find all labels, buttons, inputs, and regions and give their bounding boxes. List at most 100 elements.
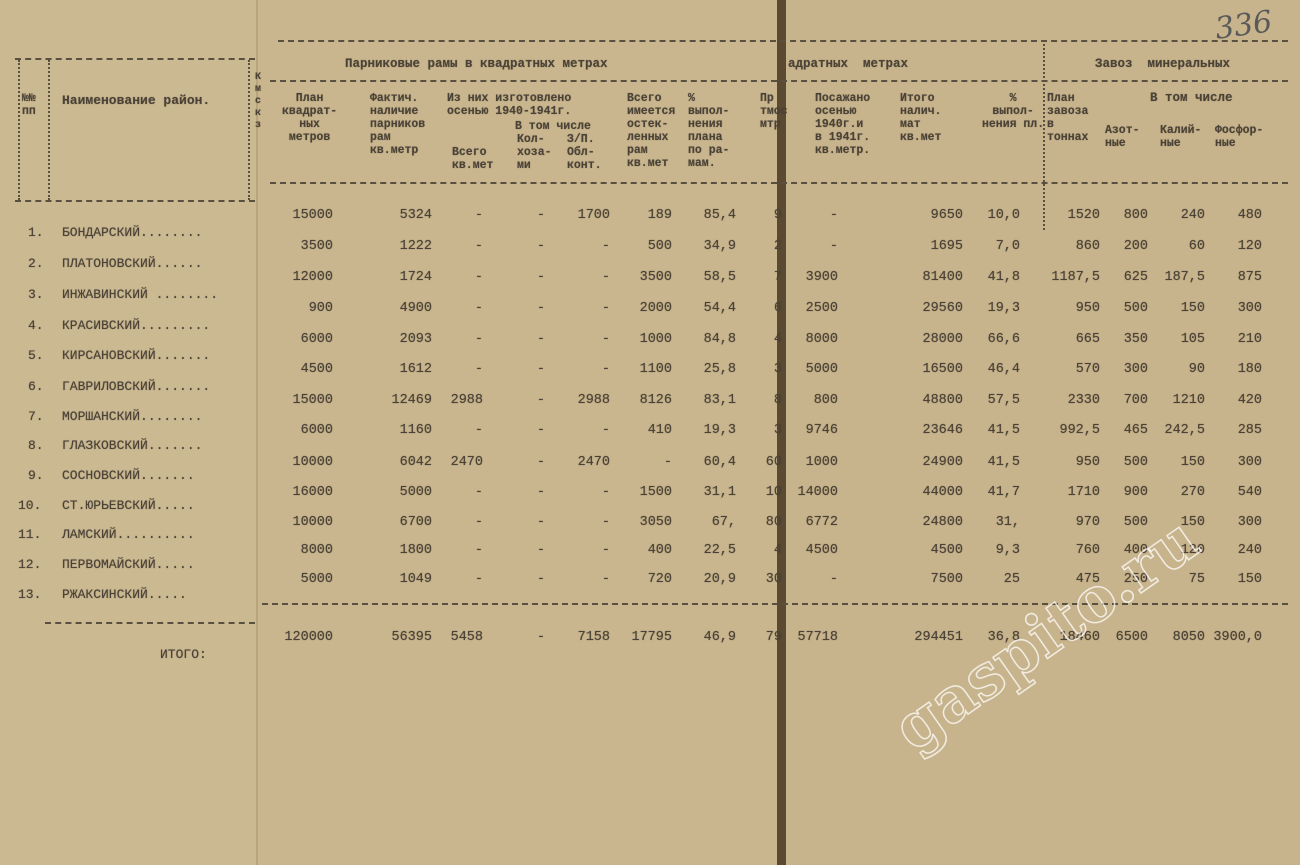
header-fert-plan: План завоза в тоннах: [1047, 92, 1089, 144]
table-cell: -: [536, 455, 545, 470]
table-cell: 2470: [450, 455, 483, 470]
table-cell: 5000: [399, 485, 432, 500]
table-cell: 1160: [399, 423, 432, 438]
table-cell: 1724: [399, 270, 432, 285]
table-cell: 760: [1075, 543, 1100, 558]
header-made-total: Всего кв.мет: [452, 146, 494, 172]
table-cell: 420: [1237, 393, 1262, 408]
table-cell: 60,4: [703, 455, 736, 470]
table-cell: 34,9: [703, 239, 736, 254]
table-cell: 2330: [1067, 393, 1100, 408]
table-cell: 3500: [300, 239, 333, 254]
table-cell: -: [536, 485, 545, 500]
vrule: [48, 60, 50, 200]
total-cell: 36,8: [987, 630, 1020, 645]
table-cell: 10: [765, 485, 782, 500]
total-cell: 17795: [631, 630, 672, 645]
table-cell: 875: [1237, 270, 1262, 285]
table-cell: -: [474, 301, 483, 316]
header-fert-incl: В том числе: [1150, 91, 1233, 105]
table-cell: 3: [773, 423, 782, 438]
table-cell: -: [601, 572, 610, 587]
table-cell: 350: [1123, 332, 1148, 347]
table-cell: 3900: [805, 270, 838, 285]
row-number: 9.: [28, 468, 44, 483]
left-sheet: [0, 0, 256, 865]
header-total-mat: Итого налич. мат кв.мет: [900, 92, 942, 144]
header-group-fertilizer: Завоз минеральных: [1095, 57, 1231, 71]
district-name: СОСНОВСКИЙ.......: [62, 468, 195, 483]
table-cell: 860: [1075, 239, 1100, 254]
table-cell: -: [474, 208, 483, 223]
table-cell: 41,7: [987, 485, 1020, 500]
table-cell: -: [474, 362, 483, 377]
table-cell: 400: [647, 543, 672, 558]
table-cell: 1100: [639, 362, 672, 377]
district-name: СТ.ЮРЬЕВСКИЙ.....: [62, 498, 195, 513]
table-cell: 2988: [577, 393, 610, 408]
table-cell: 75: [1188, 572, 1205, 587]
rule-group: [270, 80, 1288, 82]
table-cell: 29560: [922, 301, 963, 316]
table-cell: 2988: [450, 393, 483, 408]
header-made: Из них изготовлено осенью 1940-1941г.: [447, 92, 572, 118]
table-cell: 4500: [805, 543, 838, 558]
table-cell: -: [474, 239, 483, 254]
total-cell: 7158: [577, 630, 610, 645]
table-cell: 4: [773, 332, 782, 347]
table-cell: 625: [1123, 270, 1148, 285]
table-cell: -: [536, 332, 545, 347]
table-cell: 1700: [577, 208, 610, 223]
table-cell: -: [536, 543, 545, 558]
table-cell: 81400: [922, 270, 963, 285]
table-cell: 465: [1123, 423, 1148, 438]
page-fold: [777, 0, 786, 865]
district-name: ПЕРВОМАЙСКИЙ.....: [62, 557, 195, 572]
table-cell: 150: [1180, 455, 1205, 470]
table-cell: 4: [773, 543, 782, 558]
district-name: МОРШАНСКИЙ........: [62, 409, 203, 424]
row-number: 13.: [18, 587, 42, 602]
table-cell: 80: [765, 515, 782, 530]
table-cell: 6042: [399, 455, 432, 470]
vrule: [18, 60, 20, 200]
table-cell: 240: [1180, 208, 1205, 223]
row-number: 1.: [28, 225, 44, 240]
table-cell: 6: [773, 301, 782, 316]
table-cell: 41,5: [987, 455, 1020, 470]
table-cell: 10,0: [987, 208, 1020, 223]
table-cell: 16000: [292, 485, 333, 500]
table-cell: -: [536, 423, 545, 438]
table-cell: -: [536, 301, 545, 316]
total-cell: 56395: [391, 630, 432, 645]
table-cell: 9650: [930, 208, 963, 223]
header-fact: Фактич. наличие парников рам кв.метр: [370, 92, 426, 157]
table-cell: 23646: [922, 423, 963, 438]
district-name: ИНЖАВИНСКИЙ ........: [62, 287, 219, 302]
table-cell: 48800: [922, 393, 963, 408]
table-cell: 105: [1180, 332, 1205, 347]
row-number: 5.: [28, 348, 44, 363]
table-cell: -: [536, 208, 545, 223]
table-cell: 2: [773, 239, 782, 254]
total-cell: 120000: [284, 630, 333, 645]
table-cell: -: [829, 239, 838, 254]
table-cell: 58,5: [703, 270, 736, 285]
table-cell: 60: [765, 455, 782, 470]
header-pct-frames: % выпол- нения плана по ра- мам.: [688, 92, 730, 170]
header-num: №№ пп: [22, 92, 36, 118]
table-cell: 28000: [922, 332, 963, 347]
table-cell: 150: [1180, 301, 1205, 316]
table-cell: 5000: [805, 362, 838, 377]
header-potash: Калий- ные: [1160, 124, 1202, 150]
district-name: ГЛАЗКОВСКИЙ.......: [62, 438, 203, 453]
table-cell: 189: [647, 208, 672, 223]
table-cell: 950: [1075, 455, 1100, 470]
table-cell: 270: [1180, 485, 1205, 500]
table-cell: 24900: [922, 455, 963, 470]
table-cell: 4500: [930, 543, 963, 558]
table-cell: 240: [1237, 543, 1262, 558]
table-cell: 300: [1237, 301, 1262, 316]
table-cell: 44000: [922, 485, 963, 500]
table-cell: 2500: [805, 301, 838, 316]
